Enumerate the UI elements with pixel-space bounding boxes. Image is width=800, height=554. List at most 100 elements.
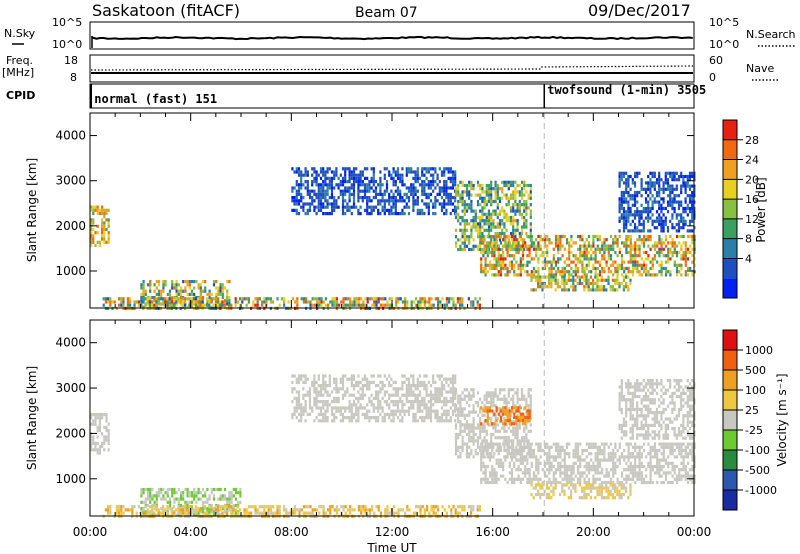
data-cell — [684, 181, 687, 185]
data-cell — [530, 238, 533, 242]
data-cell — [505, 407, 508, 411]
data-cell — [509, 247, 513, 252]
data-cell — [519, 260, 522, 264]
data-cell — [107, 508, 110, 512]
data-cell — [481, 206, 484, 210]
data-cell — [598, 260, 602, 264]
data-cell — [563, 234, 566, 239]
data-cell — [383, 416, 386, 420]
data-cell — [239, 500, 242, 504]
data-cell — [505, 196, 508, 200]
data-cell — [583, 266, 586, 271]
data-cell — [414, 416, 417, 420]
data-cell — [675, 263, 679, 267]
data-cell — [592, 266, 595, 271]
data-cell — [581, 244, 584, 248]
data-cell — [146, 508, 149, 512]
data-cell — [407, 199, 411, 203]
data-cell — [574, 266, 577, 271]
data-cell — [465, 235, 469, 239]
data-cell — [546, 263, 549, 267]
data-cell — [640, 213, 643, 217]
data-cell — [184, 297, 187, 301]
data-cell — [623, 244, 626, 248]
data-cell — [397, 297, 400, 301]
data-cell — [451, 400, 455, 404]
data-cell — [677, 174, 681, 179]
data-cell — [519, 266, 522, 271]
data-cell — [410, 406, 413, 410]
data-cell — [616, 254, 619, 258]
data-cell — [219, 289, 222, 293]
data-cell — [655, 178, 659, 182]
data-cell — [688, 187, 692, 191]
data-cell — [278, 303, 281, 307]
data-cell — [327, 303, 330, 307]
data-cell — [459, 407, 462, 411]
data-cell — [379, 170, 382, 174]
data-cell — [525, 209, 528, 213]
data-cell — [493, 273, 496, 277]
data-cell — [421, 403, 424, 407]
data-cell — [498, 397, 502, 401]
data-cell — [629, 206, 632, 211]
data-cell — [638, 250, 641, 255]
data-cell — [366, 508, 369, 512]
data-cell — [374, 419, 378, 423]
data-cell — [494, 231, 497, 236]
data-cell — [534, 278, 537, 282]
data-cell — [335, 400, 338, 404]
data-cell — [454, 436, 458, 440]
data-cell — [370, 186, 373, 190]
data-cell — [337, 400, 340, 404]
data-cell — [691, 210, 694, 214]
data-cell — [326, 403, 329, 407]
data-cell — [326, 400, 329, 404]
data-cell — [346, 377, 349, 381]
data-cell — [622, 219, 626, 223]
data-cell — [565, 257, 569, 261]
data-cell — [372, 380, 375, 384]
data-cell — [585, 278, 588, 282]
data-cell — [490, 400, 493, 405]
data-cell — [496, 225, 499, 229]
data-cell — [357, 396, 360, 400]
data-cell — [337, 409, 340, 413]
data-cell — [175, 289, 178, 293]
data-cell — [300, 416, 303, 420]
data-cell — [344, 409, 347, 413]
data-cell — [341, 192, 345, 196]
data-cell — [465, 238, 469, 242]
data-cell — [521, 241, 525, 245]
data-cell — [496, 187, 499, 191]
data-cell — [357, 176, 360, 180]
data-cell — [512, 432, 515, 437]
data-cell — [315, 173, 318, 177]
data-cell — [245, 303, 248, 307]
data-cell — [514, 187, 517, 191]
data-cell — [410, 384, 413, 388]
data-cell — [419, 300, 422, 304]
data-cell — [405, 409, 408, 413]
data-cell — [445, 192, 448, 196]
data-cell — [525, 222, 528, 226]
data-cell — [297, 202, 301, 206]
data-cell — [568, 270, 571, 274]
data-cell — [479, 193, 482, 197]
data-cell — [425, 393, 428, 397]
data-cell — [162, 511, 165, 515]
data-cell — [596, 260, 599, 264]
data-cell — [98, 448, 101, 452]
data-cell — [319, 419, 323, 423]
data-cell — [513, 406, 516, 410]
data-cell — [490, 222, 493, 226]
data-cell — [527, 193, 530, 197]
data-cell — [350, 374, 353, 378]
data-cell — [479, 448, 482, 453]
data-cell — [581, 263, 584, 267]
data-cell — [197, 497, 200, 501]
data-cell — [300, 180, 303, 184]
data-cell — [476, 303, 479, 307]
data-cell — [673, 187, 676, 191]
data-cell — [364, 505, 367, 509]
